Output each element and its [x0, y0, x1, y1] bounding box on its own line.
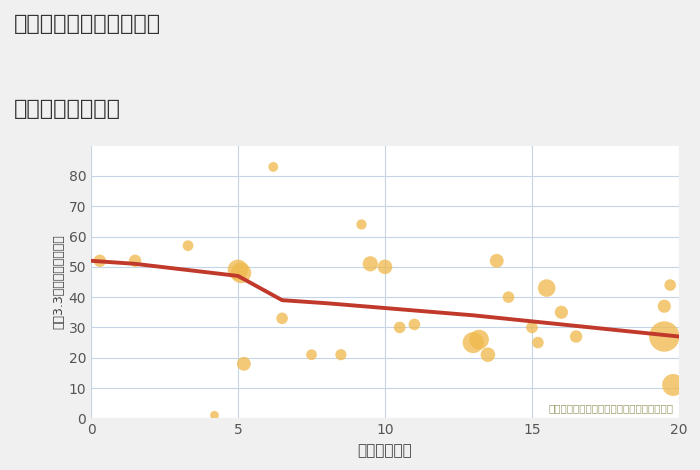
Point — [267, 163, 279, 171]
X-axis label: 駅距離（分）: 駅距離（分） — [358, 443, 412, 458]
Point — [235, 269, 246, 277]
Point — [668, 381, 679, 389]
Point — [365, 260, 376, 267]
Point — [659, 303, 670, 310]
Point — [473, 336, 484, 343]
Point — [379, 263, 391, 271]
Point — [394, 324, 405, 331]
Point — [209, 412, 220, 419]
Point — [183, 242, 194, 250]
Text: 円の大きさは、取引のあった物件面積を示す: 円の大きさは、取引のあった物件面積を示す — [548, 403, 673, 413]
Point — [468, 339, 479, 346]
Text: 駅距離別土地価格: 駅距離別土地価格 — [14, 99, 121, 119]
Point — [409, 321, 420, 328]
Point — [335, 351, 346, 359]
Point — [503, 293, 514, 301]
Text: 奈良県奈良市下深川町の: 奈良県奈良市下深川町の — [14, 14, 161, 34]
Point — [276, 314, 288, 322]
Point — [94, 257, 106, 265]
Point — [526, 324, 538, 331]
Point — [232, 266, 244, 274]
Point — [238, 360, 249, 368]
Point — [532, 339, 543, 346]
Point — [482, 351, 493, 359]
Point — [556, 308, 567, 316]
Point — [664, 281, 676, 289]
Point — [570, 333, 582, 340]
Point — [130, 257, 141, 265]
Point — [356, 221, 367, 228]
Point — [491, 257, 503, 265]
Point — [659, 333, 670, 340]
Point — [306, 351, 317, 359]
Point — [541, 284, 552, 292]
Y-axis label: 坪（3.3㎡）単価（万円）: 坪（3.3㎡）単価（万円） — [52, 235, 66, 329]
